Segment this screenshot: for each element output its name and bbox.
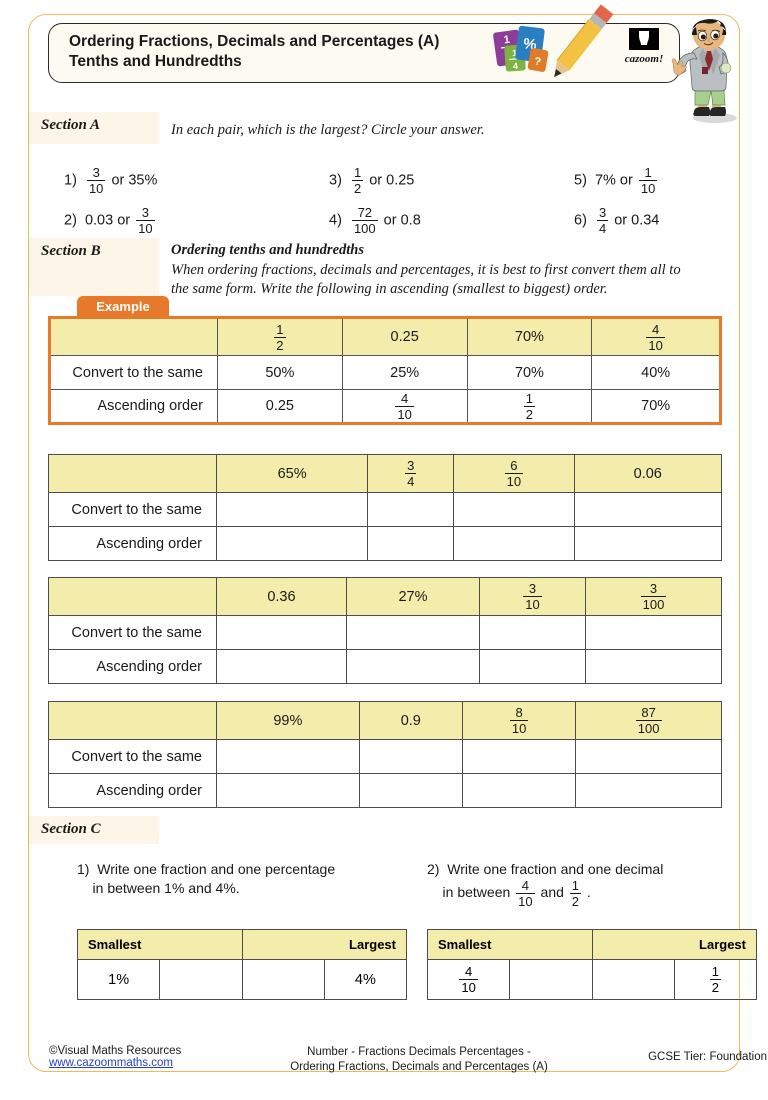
svg-text:4: 4 — [513, 61, 519, 71]
svg-text:cazoom!: cazoom! — [625, 53, 664, 65]
